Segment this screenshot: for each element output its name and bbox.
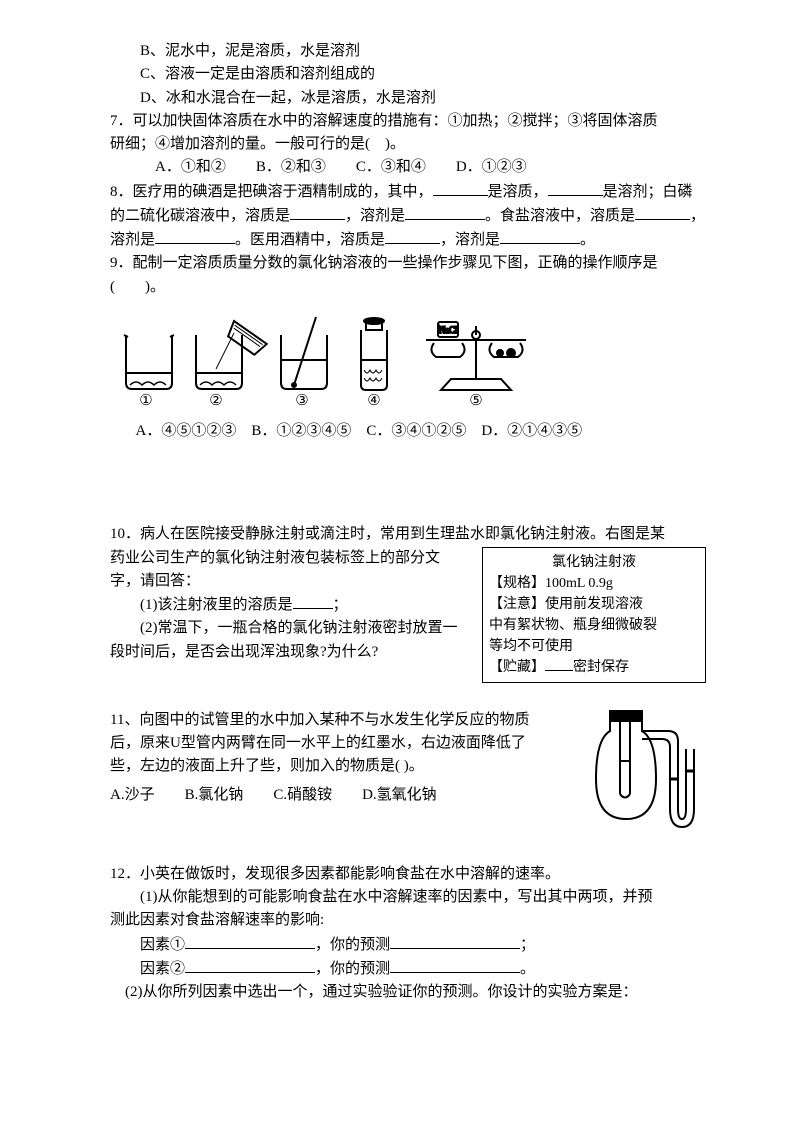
nacl-label: NaCl <box>439 325 458 335</box>
q9-line2: ( )。 <box>110 276 706 299</box>
box-title: 氯化钠注射液 <box>489 552 699 573</box>
blank <box>500 228 580 244</box>
blank <box>290 204 345 220</box>
q6-option-c: C、溶液一定是由溶质和溶剂组成的 <box>110 63 706 86</box>
blank <box>390 933 520 949</box>
q8-l2a: 的二硫化碳溶液中，溶质是 <box>110 208 290 224</box>
q8-l1a: 8．医疗用的碘酒是把碘溶于酒精制成的，其中， <box>110 184 433 200</box>
blank <box>385 228 440 244</box>
blank <box>293 593 333 609</box>
q12-l1: 12．小英在做饭时，发现很多因素都能影响食盐在水中溶解的速率。 <box>110 863 706 886</box>
q11-figure <box>586 709 706 847</box>
q12-f2b: 。 <box>520 961 535 977</box>
box-note-3: 等均不可使用 <box>489 636 699 657</box>
blank <box>185 957 315 973</box>
blank <box>185 933 315 949</box>
circle-1: ① <box>139 393 152 409</box>
q8-l3c: ，溶剂是 <box>440 232 500 248</box>
spacer <box>110 443 706 523</box>
q8-l3d: 。 <box>580 232 595 248</box>
box-note-2: 中有絮状物、瓶身细微破裂 <box>489 615 699 636</box>
q9-line1: 9．配制一定溶质质量分数的氯化钠溶液的一些操作步骤见下图，正确的操作顺序是 <box>110 252 706 275</box>
q8-l1c: 是溶剂；白磷 <box>603 184 693 200</box>
q8-line3: 溶剂是 。医用酒精中，溶质是 ，溶剂是 。 <box>110 228 706 252</box>
q12-f2a: 因素② <box>140 961 185 977</box>
q8-l2c: 。食盐溶液中，溶质是 <box>485 208 635 224</box>
q10-sub1b: ； <box>333 597 348 613</box>
circle-2: ② <box>209 393 222 409</box>
box-store-a: 【贮藏】 <box>489 660 545 675</box>
q8-l3b: 。医用酒精中，溶质是 <box>235 232 385 248</box>
exam-page: B、泥水中，泥是溶质，水是溶剂 C、溶液一定是由溶质和溶剂组成的 D、冰和水混合… <box>0 0 800 1132</box>
label-box: 氯化钠注射液 【规格】100mL 0.9g 【注意】使用前发现溶液 中有絮状物、… <box>482 547 706 683</box>
blank <box>635 204 690 220</box>
box-store-b: 密封保存 <box>573 660 629 675</box>
q12-sub1b: 测此因素对食盐溶解速率的影响: <box>110 909 706 932</box>
blank <box>390 957 520 973</box>
q8-line1: 8．医疗用的碘酒是把碘溶于酒精制成的，其中， 是溶质， 是溶剂；白磷 <box>110 180 706 204</box>
q7-line1: 7．可以加快固体溶质在水中的溶解速度的措施有：①加热；②搅拌；③将固体溶质 <box>110 110 706 133</box>
q8-l2b: ，溶剂是 <box>345 208 405 224</box>
circle-3: ③ <box>295 393 308 409</box>
box-store: 【贮藏】 密封保存 <box>489 657 699 678</box>
blank <box>155 228 235 244</box>
q9-options: A．④⑤①②③ B．①②③④⑤ C．③④①②⑤ D．②①④③⑤ <box>110 420 706 443</box>
q7-line2: 研细；④增加溶剂的量。一般可行的是( )。 <box>110 133 706 156</box>
circle-4: ④ <box>367 393 380 409</box>
blank <box>433 180 488 196</box>
q7-options: A．①和② B．②和③ C．③和④ D．①②③ <box>110 156 706 179</box>
q6-option-d: D、冰和水混合在一起，冰是溶质，水是溶剂 <box>110 87 706 110</box>
q12-f2m: ，你的预测 <box>315 961 390 977</box>
q10-sub1a: (1)该注射液里的溶质是 <box>140 597 293 613</box>
blank <box>548 180 603 196</box>
q9-figure: NaCl ① ② ③ ④ ⑤ <box>116 305 706 418</box>
q12-factor1: 因素① ，你的预测 ； <box>110 933 706 957</box>
box-note-1: 【注意】使用前发现溶液 <box>489 594 699 615</box>
blank <box>405 204 485 220</box>
q12-f1b: ； <box>520 937 535 953</box>
q12-f1m: ，你的预测 <box>315 937 390 953</box>
q12-sub1: (1)从你能想到的可能影响食盐在水中溶解速率的因素中，写出其中两项，并预 <box>110 886 706 909</box>
circle-5: ⑤ <box>469 393 482 409</box>
q12-factor2: 因素② ，你的预测 。 <box>110 957 706 981</box>
q8-l1b: 是溶质， <box>488 184 548 200</box>
q8-line2: 的二硫化碳溶液中，溶质是 ，溶剂是 。食盐溶液中，溶质是 ， <box>110 204 706 228</box>
q12-f1a: 因素① <box>140 937 185 953</box>
q12-sub2: (2)从你所列因素中选出一个，通过实验验证你的预测。你设计的实验方案是： <box>110 981 706 1004</box>
q8-l3a: 溶剂是 <box>110 232 155 248</box>
box-spec: 【规格】100mL 0.9g <box>489 573 699 594</box>
q6-option-b: B、泥水中，泥是溶质，水是溶剂 <box>110 40 706 63</box>
q10-l1: 10．病人在医院接受静脉注射或滴注时，常用到生理盐水即氯化钠注射液。右图是某 <box>110 523 706 546</box>
q8-l2d: ， <box>690 208 705 224</box>
